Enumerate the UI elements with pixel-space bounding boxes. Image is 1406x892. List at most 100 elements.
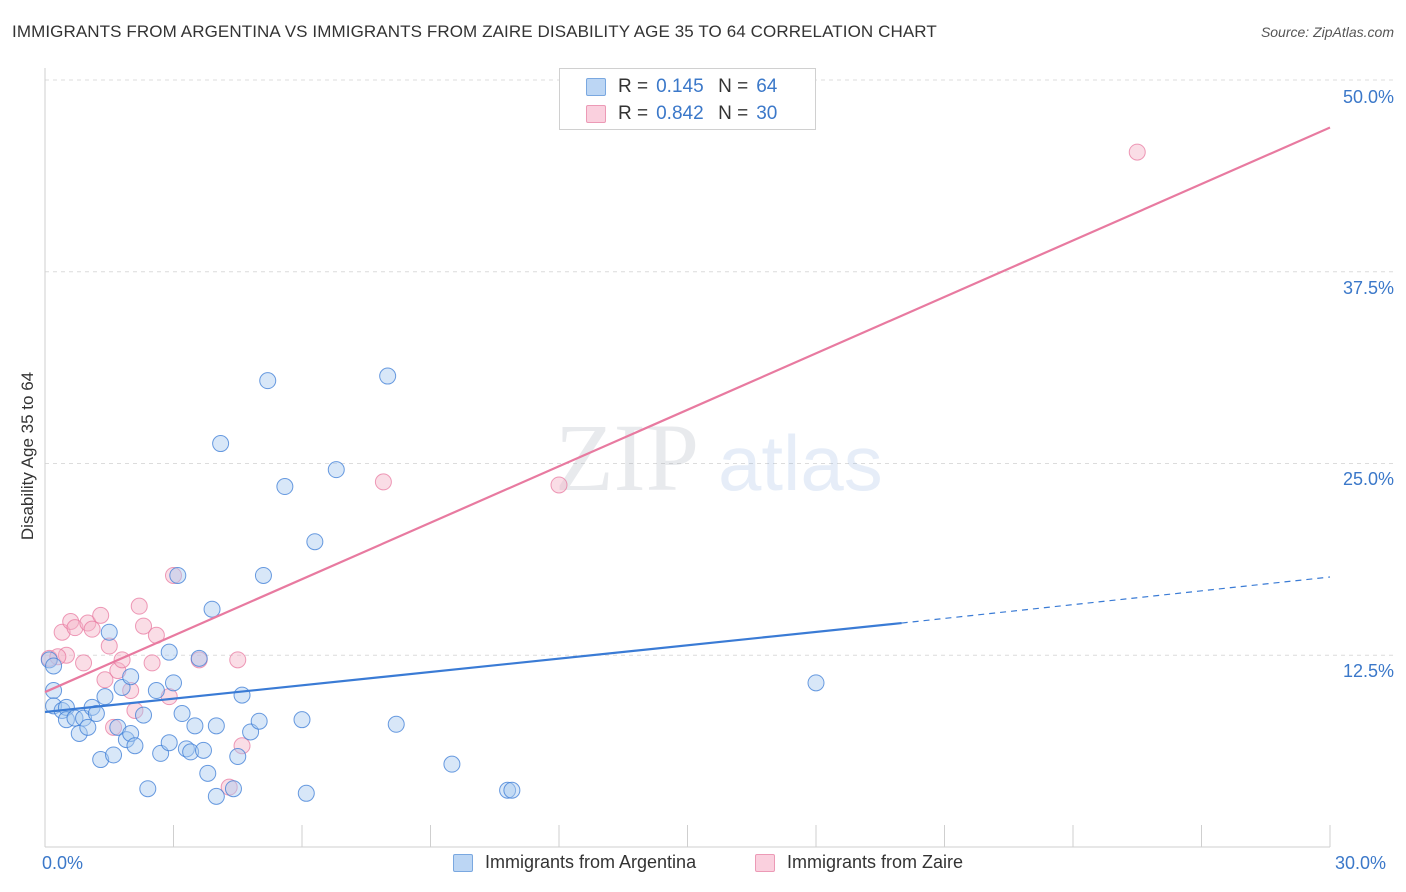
argentina-point	[254, 566, 272, 584]
argentina-point	[182, 743, 200, 761]
legend-row-zaire: R = 0.842 N = 30	[586, 102, 777, 126]
y-tick-label: 37.5%	[1342, 278, 1394, 298]
argentina-point	[165, 674, 182, 692]
argentina-point	[212, 435, 230, 453]
argentina-point	[160, 734, 178, 752]
zaire-point	[374, 473, 392, 491]
trendline-argentina	[44, 621, 902, 714]
argentina-point	[40, 651, 58, 669]
argentina-point	[147, 682, 165, 700]
argentina-point	[117, 731, 135, 749]
zaire-point	[96, 671, 114, 689]
watermark: ZIP atlas	[555, 404, 883, 511]
legend-r-label: R =	[618, 103, 649, 124]
x-tick-label: 0.0%	[42, 853, 84, 873]
argentina-point	[92, 751, 110, 769]
argentina-point	[135, 706, 153, 724]
zaire-point	[229, 651, 247, 669]
argentina-point	[169, 566, 187, 584]
argentina-point	[160, 643, 178, 661]
zaire-point	[1128, 143, 1146, 161]
chart-title: IMMIGRANTS FROM ARGENTINA VS IMMIGRANTS …	[12, 22, 937, 41]
argentina-point	[233, 686, 251, 704]
bottom-legend-label-zaire: Immigrants from Zaire	[787, 852, 964, 872]
argentina-point	[96, 688, 114, 706]
legend-r-value: 0.145	[656, 76, 704, 97]
argentina-point	[139, 780, 157, 798]
argentina-point	[229, 747, 247, 765]
argentina-point	[306, 533, 324, 551]
zaire-point	[143, 654, 161, 672]
zaire-point	[130, 597, 148, 615]
legend-n-value: 30	[756, 103, 778, 124]
legend-n-value: 64	[756, 76, 778, 97]
legend-swatch-argentina	[586, 78, 606, 96]
argentina-point	[276, 478, 294, 496]
watermark-atlas: atlas	[718, 419, 883, 507]
legend-swatch-zaire	[586, 105, 606, 123]
legend-row-argentina: R = 0.145 N = 64	[586, 75, 777, 99]
zaire-point	[165, 566, 182, 584]
argentina-point	[173, 705, 191, 723]
argentina-point	[443, 755, 461, 773]
argentina-point	[503, 781, 521, 799]
trendline-argentina-extension	[901, 576, 1331, 624]
series-argentina-points	[40, 367, 825, 805]
zaire-point	[105, 718, 123, 736]
argentina-point	[259, 372, 277, 390]
x-tick-label: 30.0%	[1335, 853, 1387, 873]
zaire-point	[66, 619, 84, 637]
zaire-point	[100, 637, 118, 655]
zaire-point	[135, 617, 153, 635]
trend-lines	[44, 126, 1331, 714]
zaire-point	[62, 613, 80, 631]
argentina-point	[199, 764, 217, 782]
source-label: Source: ZipAtlas.com	[1260, 24, 1394, 40]
argentina-point	[190, 649, 208, 667]
legend-r-label: R =	[618, 76, 649, 97]
argentina-point	[57, 711, 75, 729]
argentina-point	[224, 780, 242, 798]
zaire-point	[79, 614, 97, 632]
argentina-point	[87, 705, 105, 723]
bottom-legend-swatch-argentina	[453, 853, 473, 872]
bottom-legend-label-argentina: Immigrants from Argentina	[485, 852, 697, 872]
legend-r-value: 0.842	[656, 103, 704, 124]
argentina-point	[207, 717, 225, 735]
zaire-point	[550, 476, 568, 494]
correlation-legend: R = 0.145 N = 64 R = 0.842 N = 30	[559, 68, 816, 130]
argentina-point	[45, 657, 63, 675]
legend-n-label: N =	[718, 76, 749, 97]
y-tick-label: 50.0%	[1342, 87, 1394, 107]
argentina-point	[297, 784, 315, 802]
argentina-point	[379, 367, 397, 385]
bottom-legend-zaire: Immigrants from Zaire	[755, 852, 963, 873]
argentina-point	[250, 712, 268, 730]
y-tick-label: 12.5%	[1342, 661, 1394, 681]
grid-lines	[45, 79, 1395, 656]
series-zaire-points	[40, 143, 1146, 796]
argentina-point	[203, 600, 221, 618]
argentina-point	[807, 674, 825, 692]
y-tick-label: 25.0%	[1342, 469, 1394, 489]
argentina-point	[387, 715, 405, 733]
argentina-point	[293, 711, 311, 729]
trendline-zaire	[44, 126, 1331, 694]
zaire-point	[92, 606, 110, 624]
argentina-point	[79, 718, 97, 736]
bottom-legend-swatch-zaire	[755, 853, 775, 872]
argentina-point	[105, 746, 123, 764]
zaire-point	[75, 654, 93, 672]
argentina-point	[499, 781, 517, 799]
argentina-point	[194, 741, 212, 759]
argentina-point	[122, 668, 140, 686]
argentina-point	[207, 787, 225, 805]
argentina-point	[327, 461, 345, 479]
zaire-point	[83, 620, 101, 638]
legend-n-label: N =	[718, 103, 749, 124]
argentina-point	[100, 623, 118, 641]
axes	[44, 68, 1331, 848]
bottom-legend-argentina: Immigrants from Argentina	[453, 852, 696, 873]
argentina-point	[186, 717, 204, 735]
